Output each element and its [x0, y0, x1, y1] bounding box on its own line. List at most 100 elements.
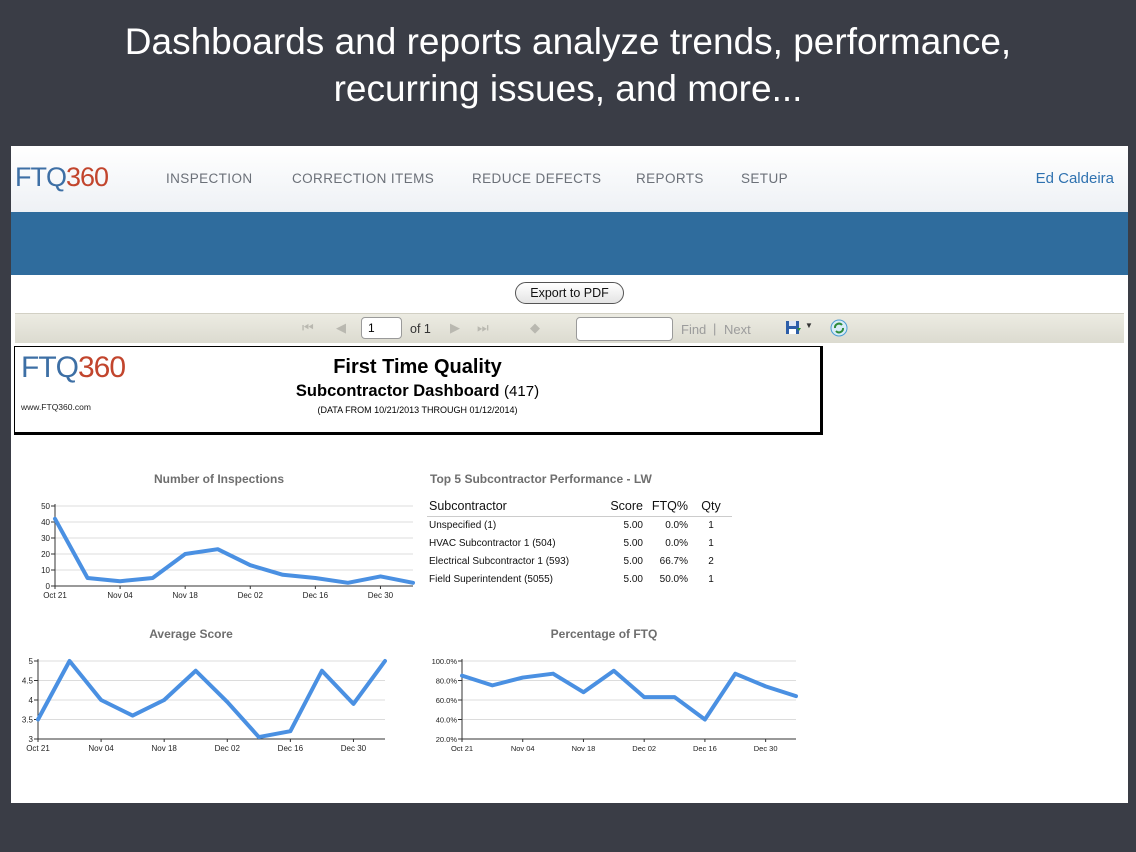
chart-inspections-title: Number of Inspections — [153, 472, 284, 486]
data-point — [642, 695, 646, 699]
ftq360-logo[interactable]: FTQ360 — [15, 162, 109, 193]
data-point — [320, 669, 324, 673]
data-point — [257, 735, 261, 739]
data-point — [118, 579, 122, 583]
data-point — [151, 576, 155, 580]
data-point — [351, 702, 355, 706]
save-icon[interactable] — [785, 320, 801, 336]
data-point — [733, 672, 737, 676]
y-tick-label: 5 — [29, 657, 34, 666]
report-logo-360: 360 — [78, 351, 126, 384]
slide-title: Dashboards and reports analyze trends, p… — [0, 18, 1136, 112]
page-number-input[interactable] — [361, 317, 402, 339]
y-tick-label: 4.5 — [22, 677, 34, 686]
report-logo-q: Q — [55, 351, 79, 384]
x-tick-label: Dec 30 — [341, 744, 367, 753]
series-line — [53, 516, 415, 585]
next-link[interactable]: Next — [724, 322, 751, 337]
x-tick-label: Dec 02 — [238, 591, 264, 600]
data-point — [36, 718, 40, 721]
logo-text-q: Q — [46, 162, 67, 192]
table-row: Field Superintendent (5055) 5.00 50.0% 1 — [427, 571, 732, 589]
y-tick-label: 20.0% — [436, 735, 458, 744]
slide-title-line-1: Dashboards and reports analyze trends, p… — [124, 21, 1012, 62]
report-header: FTQ360 www.FTQ360.com First Time Quality… — [14, 346, 823, 435]
save-dropdown-chevron-icon[interactable]: ▼ — [805, 321, 813, 330]
data-point — [521, 676, 525, 680]
table-cell: 1 — [708, 520, 714, 532]
data-point — [794, 694, 798, 698]
data-point — [490, 683, 494, 687]
table-cell: 1 — [708, 538, 714, 549]
find-separator: | — [713, 321, 717, 336]
performance-table-title: Top 5 Subcontractor Performance - LW — [430, 472, 652, 486]
nav-reduce-defects[interactable]: REDUCE DEFECTS — [472, 171, 602, 186]
x-tick-label: Nov 04 — [88, 744, 114, 753]
data-point — [99, 698, 103, 702]
report-url: www.FTQ360.com — [21, 402, 91, 412]
x-tick-label: Dec 02 — [215, 744, 241, 753]
nav-reports[interactable]: REPORTS — [636, 171, 704, 186]
y-tick-label: 3.5 — [22, 716, 34, 725]
data-point — [281, 573, 285, 577]
data-point — [460, 674, 464, 678]
data-point — [288, 729, 292, 733]
back-icon[interactable]: ◆ — [530, 320, 540, 335]
table-cell: 5.00 — [623, 538, 643, 549]
refresh-icon[interactable] — [830, 319, 848, 337]
chart-average-score-title: Average Score — [149, 627, 233, 641]
x-tick-label: Oct 21 — [26, 744, 50, 753]
y-tick-label: 80.0% — [436, 677, 458, 686]
x-tick-label: Dec 16 — [278, 744, 304, 753]
table-row: Unspecified (1) 5.00 0.0% 1 — [427, 517, 732, 535]
y-tick-label: 100.0% — [432, 657, 458, 666]
x-tick-label: Oct 21 — [451, 744, 473, 753]
nav-setup[interactable]: SETUP — [741, 171, 789, 186]
table-cell: 2 — [708, 556, 714, 567]
find-input[interactable] — [576, 317, 673, 341]
report-date-range: (DATA FROM 10/21/2013 THROUGH 01/12/2014… — [317, 405, 518, 415]
table-header-row: Subcontractor Score FTQ% Qty — [427, 499, 732, 517]
x-tick-label: Nov 18 — [173, 591, 199, 600]
y-tick-label: 50 — [41, 502, 50, 511]
table-cell: 5.00 — [623, 574, 643, 585]
export-pdf-button[interactable]: Export to PDF — [515, 282, 624, 304]
nav-correction-items[interactable]: CORRECTION ITEMS — [292, 171, 435, 186]
y-tick-label: 4 — [29, 696, 34, 705]
user-menu[interactable]: Ed Caldeira — [1035, 170, 1114, 187]
x-tick-label: Dec 02 — [632, 744, 656, 753]
data-point — [383, 659, 387, 663]
inspections-line-chart: 0 10 20 30 40 50 Oct 21 Nov 04 Nov 18 Dec 02 Dec 1… — [41, 502, 415, 600]
x-tick-label: Nov 04 — [107, 591, 133, 600]
table-cell: Field Superintendent (5055) — [429, 574, 553, 585]
nav-inspection[interactable]: INSPECTION — [166, 171, 253, 186]
last-page-icon[interactable]: ⏭ — [477, 320, 489, 335]
data-point — [225, 700, 229, 704]
find-link[interactable]: Find — [681, 322, 707, 337]
y-tick-label: 40 — [41, 518, 50, 527]
app-window: FTQ360 INSPECTION CORRECTION ITEMS REDUC… — [11, 146, 1128, 803]
next-page-icon[interactable]: ▶ — [450, 320, 460, 335]
table-cell: 66.7% — [659, 556, 688, 567]
y-tick-label: 60.0% — [436, 696, 458, 705]
slide-title-line-2: recurring issues, and more... — [333, 68, 803, 109]
performance-table: Subcontractor Score FTQ% Qty Unspecified… — [427, 499, 732, 589]
report-count: (417) — [504, 383, 540, 400]
table-cell: Electrical Subcontractor 1 (593) — [429, 556, 570, 567]
data-point — [183, 552, 187, 556]
report-title: First Time Quality — [333, 356, 502, 378]
data-point — [216, 547, 220, 551]
y-tick-label: 20 — [41, 550, 50, 559]
first-page-icon[interactable]: ⏮ — [302, 320, 314, 335]
y-tick-label: 30 — [41, 534, 50, 543]
data-point — [68, 659, 72, 663]
y-tick-label: 10 — [41, 566, 50, 575]
data-point — [86, 576, 90, 580]
table-cell: 5.00 — [623, 520, 643, 532]
data-point — [411, 581, 415, 585]
report-subtitle: Subcontractor Dashboard (417) — [15, 382, 820, 401]
table-row: HVAC Subcontractor 1 (504) 5.00 0.0% 1 — [427, 535, 732, 553]
header-band — [11, 212, 1128, 275]
chart-percentage-ftq-title: Percentage of FTQ — [550, 627, 658, 641]
prev-page-icon[interactable]: ◀ — [336, 320, 346, 335]
